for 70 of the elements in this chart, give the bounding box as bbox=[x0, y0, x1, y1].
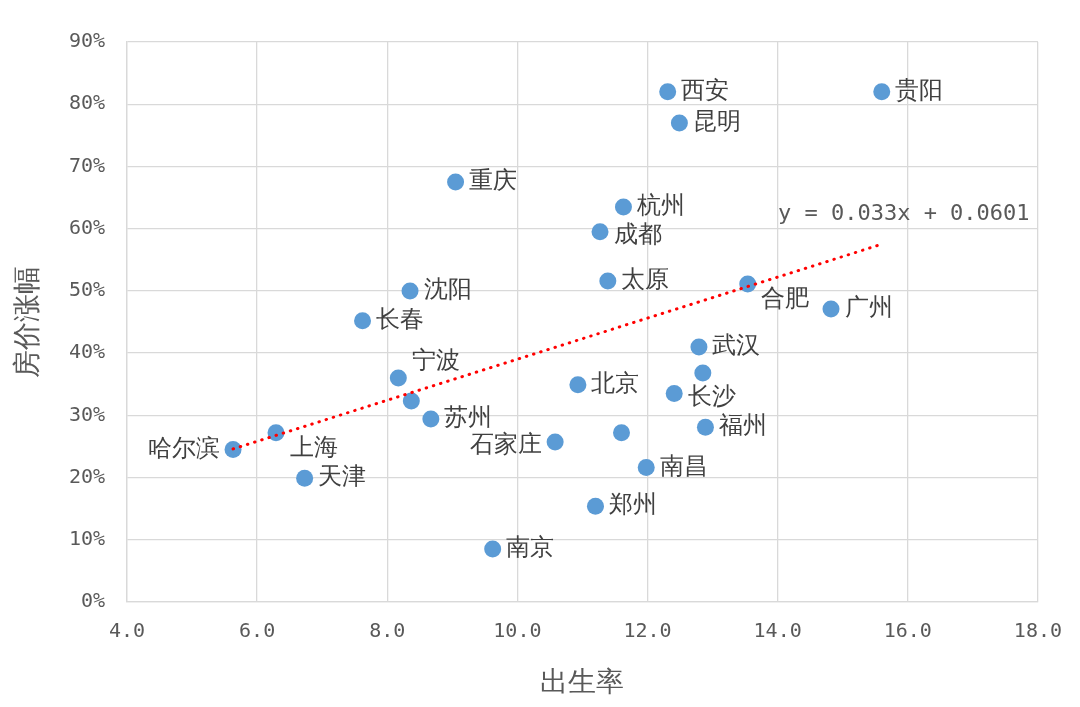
point bbox=[296, 469, 314, 487]
annotation: 贵阳 bbox=[895, 76, 944, 105]
annotation: 石家庄 bbox=[469, 430, 542, 459]
point bbox=[690, 338, 708, 356]
x-tick-label: 6.0 bbox=[239, 618, 276, 643]
annotation: 杭州 bbox=[635, 191, 685, 220]
x-axis-title: 出生率 bbox=[540, 665, 625, 699]
point bbox=[402, 392, 420, 410]
y-tick-label: 50% bbox=[68, 277, 105, 302]
point bbox=[422, 410, 440, 428]
point bbox=[637, 459, 655, 477]
point bbox=[591, 223, 609, 241]
annotation: 武汉 bbox=[712, 331, 761, 360]
x-tick-label: 8.0 bbox=[369, 618, 406, 643]
point bbox=[659, 83, 677, 101]
point bbox=[224, 441, 242, 459]
y-tick-label: 0% bbox=[80, 588, 105, 613]
point bbox=[614, 198, 632, 216]
point bbox=[586, 497, 604, 515]
annotation: 成都 bbox=[613, 220, 662, 249]
y-tick-label: 70% bbox=[68, 152, 105, 177]
point bbox=[822, 300, 840, 318]
annotation: 北京 bbox=[591, 369, 640, 398]
annotation: 长沙 bbox=[687, 381, 736, 410]
x-tick-label: 12.0 bbox=[623, 618, 672, 643]
point bbox=[484, 540, 502, 558]
y-axis-title: 房价涨幅 bbox=[10, 266, 44, 378]
point bbox=[599, 272, 617, 290]
point bbox=[569, 376, 587, 394]
annotation: 哈尔滨 bbox=[147, 433, 220, 462]
point bbox=[389, 369, 407, 387]
x-tick-label: 16.0 bbox=[883, 618, 932, 643]
annotation: y = 0.033x + 0.0601 bbox=[777, 199, 1030, 225]
annotation: 长春 bbox=[376, 304, 425, 333]
annotation: 重庆 bbox=[469, 166, 518, 195]
point bbox=[546, 433, 564, 451]
point bbox=[665, 385, 683, 403]
annotation: 苏州 bbox=[444, 403, 493, 432]
point bbox=[447, 173, 465, 191]
annotation: 上海 bbox=[289, 432, 338, 461]
y-tick-label: 40% bbox=[68, 339, 105, 364]
annotation: 昆明 bbox=[692, 107, 741, 136]
annotation: 福州 bbox=[718, 411, 767, 440]
x-tick-label: 10.0 bbox=[493, 618, 542, 643]
point bbox=[873, 83, 891, 101]
y-tick-label: 60% bbox=[68, 214, 105, 239]
point bbox=[401, 282, 419, 300]
annotation: 郑州 bbox=[608, 490, 657, 519]
y-tick-label: 80% bbox=[68, 90, 105, 115]
y-tick-label: 20% bbox=[68, 463, 105, 488]
annotation: 沈阳 bbox=[423, 275, 472, 304]
x-tick-label: 18.0 bbox=[1013, 618, 1062, 643]
annotation: 合肥 bbox=[761, 284, 810, 313]
annotation: 南昌 bbox=[659, 451, 708, 480]
point bbox=[613, 424, 630, 442]
point bbox=[670, 114, 688, 132]
annotation: 西安 bbox=[681, 76, 730, 105]
point bbox=[354, 312, 372, 330]
annotation: 南京 bbox=[506, 533, 555, 562]
y-tick-label: 30% bbox=[68, 401, 105, 426]
annotation: 广州 bbox=[844, 293, 893, 322]
y-tick-label: 90% bbox=[68, 28, 105, 53]
annotation: 太原 bbox=[621, 265, 670, 294]
annotation: 天津 bbox=[318, 462, 367, 491]
point bbox=[694, 364, 712, 382]
x-tick-label: 14.0 bbox=[753, 618, 802, 643]
x-tick-label: 4.0 bbox=[108, 618, 146, 643]
point bbox=[696, 418, 714, 436]
y-tick-label: 10% bbox=[68, 525, 105, 550]
annotation: 宁波 bbox=[411, 346, 460, 375]
